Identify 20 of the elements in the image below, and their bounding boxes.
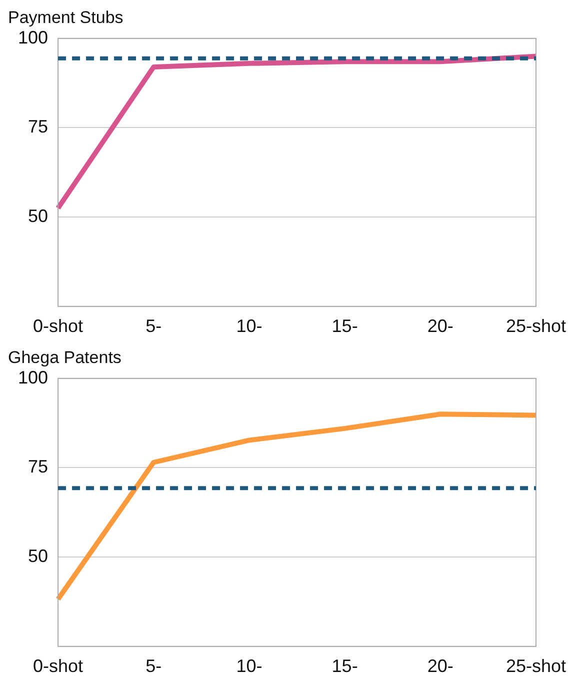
x-tick-label: 25-shot: [506, 656, 566, 676]
x-tick-label: 25-shot: [506, 316, 566, 336]
x-tick-label: 5-: [146, 656, 162, 676]
y-tick-label: 50: [28, 546, 48, 566]
y-tick-label: 50: [28, 206, 48, 226]
y-tick-label: 75: [28, 456, 48, 477]
chart-title: Ghega Patents: [8, 348, 122, 367]
y-tick-label: 100: [18, 367, 48, 388]
x-tick-label: 10-: [236, 656, 262, 676]
y-tick-label: 100: [18, 27, 48, 48]
x-tick-label: 15-: [332, 656, 358, 676]
x-tick-label: 5-: [146, 316, 162, 336]
x-tick-label: 10-: [236, 316, 262, 336]
y-tick-label: 75: [28, 116, 48, 137]
x-tick-label: 0-shot: [33, 656, 84, 676]
x-tick-label: 0-shot: [33, 316, 84, 336]
x-tick-label: 20-: [427, 656, 454, 676]
x-tick-label: 20-: [427, 316, 454, 336]
chart-title: Payment Stubs: [8, 8, 124, 27]
x-tick-label: 15-: [332, 316, 358, 336]
